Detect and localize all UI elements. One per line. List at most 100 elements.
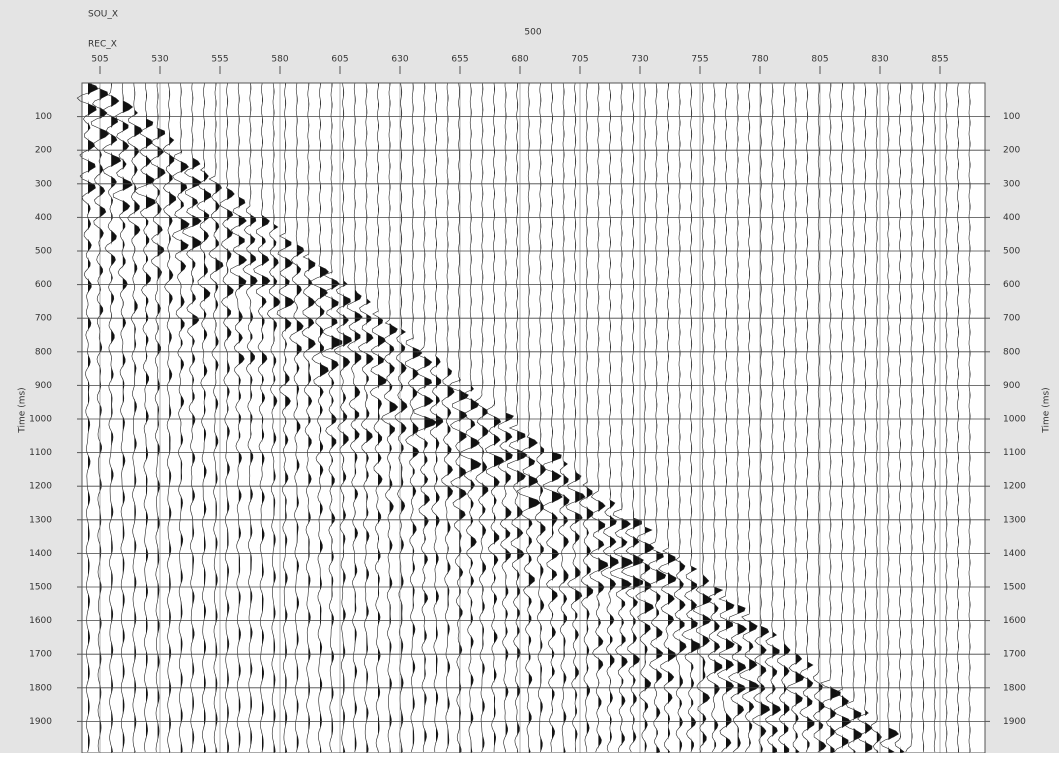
wiggle-trace bbox=[820, 82, 841, 753]
wiggle-trace bbox=[162, 82, 177, 753]
wiggle-trace bbox=[857, 82, 873, 753]
y2-tick-label: 1000 bbox=[1003, 415, 1026, 425]
wiggle-fill bbox=[331, 83, 342, 753]
y-tick-label: 1400 bbox=[29, 549, 52, 559]
y-tick-label: 1700 bbox=[29, 650, 52, 660]
wiggle-trace bbox=[600, 82, 619, 753]
x-tick-label: 605 bbox=[331, 55, 348, 65]
wiggle-fill bbox=[238, 83, 247, 753]
wiggle-trace bbox=[289, 82, 305, 753]
wiggle-fill bbox=[111, 83, 121, 753]
wiggle-trace bbox=[310, 82, 330, 753]
wiggle-trace bbox=[922, 82, 925, 753]
y-tick-label: 900 bbox=[35, 381, 52, 391]
x-tick-label: 780 bbox=[751, 55, 768, 65]
wiggle-fill bbox=[737, 83, 747, 753]
wiggle-trace bbox=[253, 82, 271, 753]
wiggle-trace bbox=[369, 82, 387, 753]
wiggle-trace bbox=[728, 82, 748, 753]
x-tick-label: 580 bbox=[271, 55, 288, 65]
x-tick-label: 555 bbox=[211, 55, 228, 65]
y-tick-label: 1100 bbox=[29, 448, 52, 458]
wiggle-trace bbox=[196, 82, 212, 753]
wiggle-trace bbox=[394, 82, 408, 753]
wiggle-fill bbox=[169, 83, 176, 753]
wiggle-trace bbox=[506, 82, 528, 753]
wiggle-trace bbox=[134, 82, 156, 753]
x-tick-label: 830 bbox=[871, 55, 888, 65]
y2-tick-label: 200 bbox=[1003, 146, 1020, 156]
y2-tick-label: 1100 bbox=[1003, 448, 1026, 458]
wiggle-trace bbox=[764, 82, 781, 753]
y2-tick-label: 1700 bbox=[1003, 650, 1026, 660]
x-tick-label: 530 bbox=[151, 55, 168, 65]
wiggle-fill bbox=[598, 83, 608, 753]
wiggle-trace bbox=[589, 82, 609, 753]
wiggle-trace bbox=[208, 82, 224, 753]
y-axis-title: Time (ms) bbox=[18, 387, 28, 433]
wiggle-trace bbox=[441, 82, 455, 753]
wiggle-trace bbox=[242, 82, 258, 753]
y2-tick-label: 1600 bbox=[1003, 616, 1026, 626]
wiggle-trace bbox=[556, 82, 570, 753]
x-tick-label: 805 bbox=[811, 55, 828, 65]
wiggle-trace bbox=[413, 82, 438, 753]
wiggle-fill bbox=[610, 83, 619, 753]
wiggle-trace bbox=[320, 82, 343, 753]
wiggle-fill bbox=[401, 83, 408, 753]
y-tick-label: 200 bbox=[35, 146, 52, 156]
wiggle-fill bbox=[633, 83, 644, 753]
wiggle-fill bbox=[691, 83, 701, 753]
y-tick-label: 700 bbox=[35, 314, 52, 324]
wiggle-trace bbox=[333, 82, 352, 753]
wiggle-trace bbox=[516, 82, 541, 753]
wiggle-trace bbox=[833, 82, 852, 753]
wiggle-fill bbox=[320, 83, 329, 753]
y-tick-label: 1600 bbox=[29, 616, 52, 626]
wiggle-trace bbox=[621, 82, 644, 753]
x-tick-label: 755 bbox=[691, 55, 708, 65]
y2-tick-label: 1500 bbox=[1003, 583, 1026, 593]
wiggle-trace bbox=[799, 82, 815, 753]
wiggle-fill bbox=[354, 83, 363, 753]
wiggle-trace bbox=[541, 82, 563, 753]
y-tick-label: 1000 bbox=[29, 415, 52, 425]
wiggle-fill bbox=[772, 83, 781, 753]
y-tick-label: 1300 bbox=[29, 515, 52, 525]
y2-tick-label: 700 bbox=[1003, 314, 1020, 324]
wiggle-fill bbox=[505, 83, 514, 753]
sou-x-value: 500 bbox=[524, 28, 541, 38]
wiggle-trace bbox=[786, 82, 805, 753]
y-tick-label: 1200 bbox=[29, 482, 52, 492]
wiggle-trace bbox=[448, 82, 469, 752]
wiggle-trace bbox=[460, 82, 482, 753]
wiggle-fill bbox=[389, 83, 398, 753]
wiggle-trace bbox=[672, 82, 687, 753]
wiggle-trace bbox=[693, 82, 713, 753]
wiggle-trace bbox=[905, 82, 913, 753]
y-tick-label: 1900 bbox=[29, 717, 52, 727]
wiggle-trace bbox=[346, 82, 363, 753]
wiggle-trace bbox=[301, 82, 316, 753]
wiggle-trace bbox=[127, 82, 143, 753]
y-axis-title: Time (ms) bbox=[1042, 387, 1052, 433]
y-tick-label: 400 bbox=[35, 213, 52, 223]
wiggle-fill bbox=[749, 83, 760, 753]
wiggle-fill bbox=[296, 83, 304, 753]
wiggle-trace bbox=[171, 82, 190, 753]
wiggle-fill bbox=[760, 83, 770, 753]
wiggle-trace bbox=[276, 82, 295, 753]
wiggle-trace bbox=[635, 82, 655, 753]
wiggle-trace bbox=[681, 82, 701, 753]
wiggle-fill bbox=[807, 83, 815, 753]
wiggle-trace bbox=[405, 82, 423, 753]
wiggle-fill bbox=[644, 83, 654, 753]
y2-tick-label: 1300 bbox=[1003, 515, 1026, 525]
wiggle-trace bbox=[112, 82, 134, 753]
wiggle-trace bbox=[716, 82, 735, 753]
y-tick-label: 800 bbox=[35, 347, 52, 357]
wiggle-trace bbox=[565, 82, 586, 753]
y2-tick-label: 1200 bbox=[1003, 482, 1026, 492]
wiggle-trace bbox=[182, 82, 202, 753]
wiggle-trace bbox=[358, 82, 374, 753]
